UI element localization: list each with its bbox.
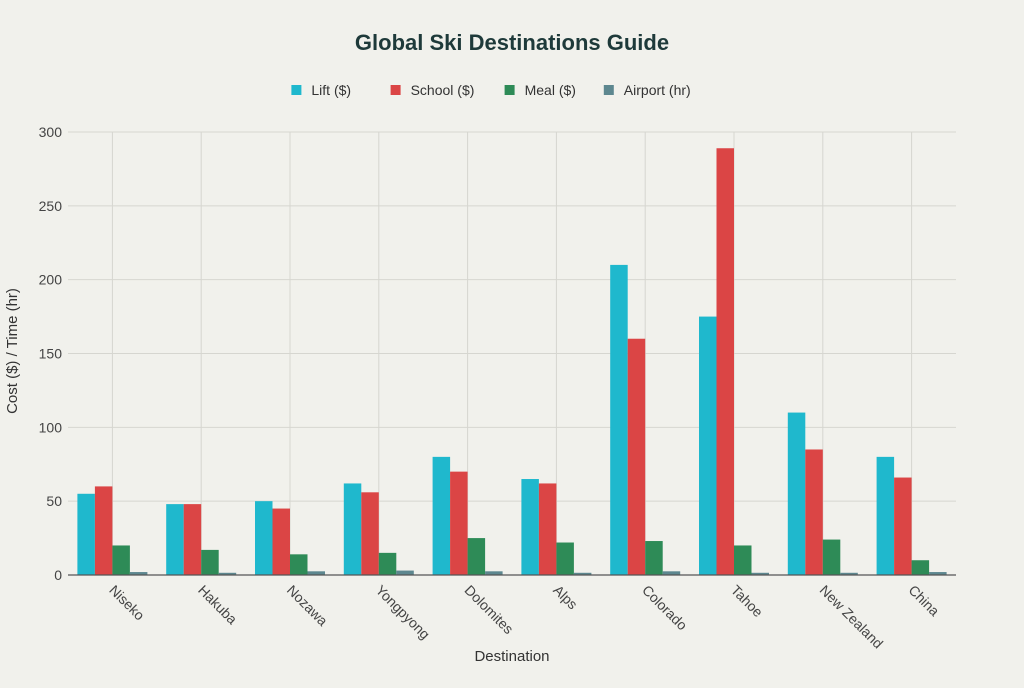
- bar: [272, 508, 290, 575]
- bar: [556, 542, 574, 575]
- bar: [699, 316, 717, 575]
- legend: Lift ($) School ($) Meal ($) Airport (hr): [291, 82, 691, 98]
- bar: [307, 571, 325, 575]
- legend-swatch: [291, 85, 302, 95]
- bar: [361, 492, 379, 575]
- bar: [77, 493, 95, 575]
- x-tick-label: Yongpyong: [373, 582, 434, 643]
- bar: [805, 449, 823, 575]
- bar: [396, 570, 414, 575]
- y-tick-label: 300: [39, 124, 63, 140]
- y-tick-label: 0: [54, 567, 62, 583]
- bar: [521, 479, 539, 575]
- x-tick-label: New Zealand: [817, 582, 887, 652]
- bar: [627, 338, 646, 575]
- bar: [662, 571, 681, 575]
- bar: [716, 148, 734, 575]
- bar: [911, 560, 930, 575]
- x-tick-label: China: [905, 582, 942, 619]
- bar: [450, 471, 468, 575]
- bar: [751, 572, 769, 575]
- legend-label: Lift ($): [311, 82, 351, 98]
- bar: [894, 477, 912, 575]
- bar: [610, 264, 628, 575]
- legend-swatch: [504, 85, 515, 95]
- y-tick-label: 50: [46, 493, 62, 509]
- bar: [129, 572, 148, 575]
- bar: [166, 504, 184, 575]
- y-axis-label: Cost ($) / Time (hr): [4, 288, 21, 414]
- x-tick-label: Tahoe: [728, 582, 766, 620]
- bar: [787, 412, 806, 575]
- bar: [218, 572, 237, 575]
- bar: [840, 572, 858, 575]
- bar: [822, 539, 841, 575]
- bar: [929, 572, 947, 575]
- y-tick-label: 200: [39, 272, 63, 288]
- x-tick-label: Hakuba: [195, 582, 241, 628]
- legend-label: Meal ($): [525, 82, 576, 98]
- bar: [112, 545, 130, 575]
- y-tick-label: 100: [39, 419, 63, 435]
- bar: [432, 456, 451, 575]
- bar: [467, 538, 486, 575]
- x-axis-label: Destination: [474, 648, 549, 665]
- legend-swatch: [390, 85, 401, 95]
- bar: [255, 501, 273, 575]
- legend-label: School ($): [411, 82, 475, 98]
- legend-label: Airport (hr): [624, 82, 691, 98]
- x-tick-label: Colorado: [639, 582, 691, 634]
- x-tick-label: Alps: [550, 582, 581, 613]
- x-tick-label: Dolomites: [461, 582, 516, 637]
- y-tick-label: 150: [39, 346, 63, 362]
- bar: [876, 456, 895, 575]
- x-tick-label: Nozawa: [284, 582, 331, 629]
- bar: [573, 572, 592, 575]
- x-tick-label: Niseko: [106, 582, 148, 624]
- legend-swatch: [603, 85, 614, 95]
- bar: [94, 486, 113, 575]
- bar: [201, 549, 219, 575]
- y-axis: 0 50 100 150 200 250 300: [39, 124, 63, 583]
- bar: [485, 571, 503, 575]
- y-tick-label: 250: [39, 198, 63, 214]
- bar: [183, 504, 202, 575]
- bars: [77, 148, 947, 575]
- bar: [645, 541, 663, 575]
- bar: [343, 483, 362, 575]
- chart-title: Global Ski Destinations Guide: [355, 30, 669, 55]
- x-axis: Niseko Hakuba Nozawa Yongpyong Dolomites Alps…: [68, 574, 956, 652]
- bar: [734, 545, 752, 575]
- bar: [290, 554, 308, 575]
- bar: [538, 483, 557, 575]
- bar: [378, 552, 397, 575]
